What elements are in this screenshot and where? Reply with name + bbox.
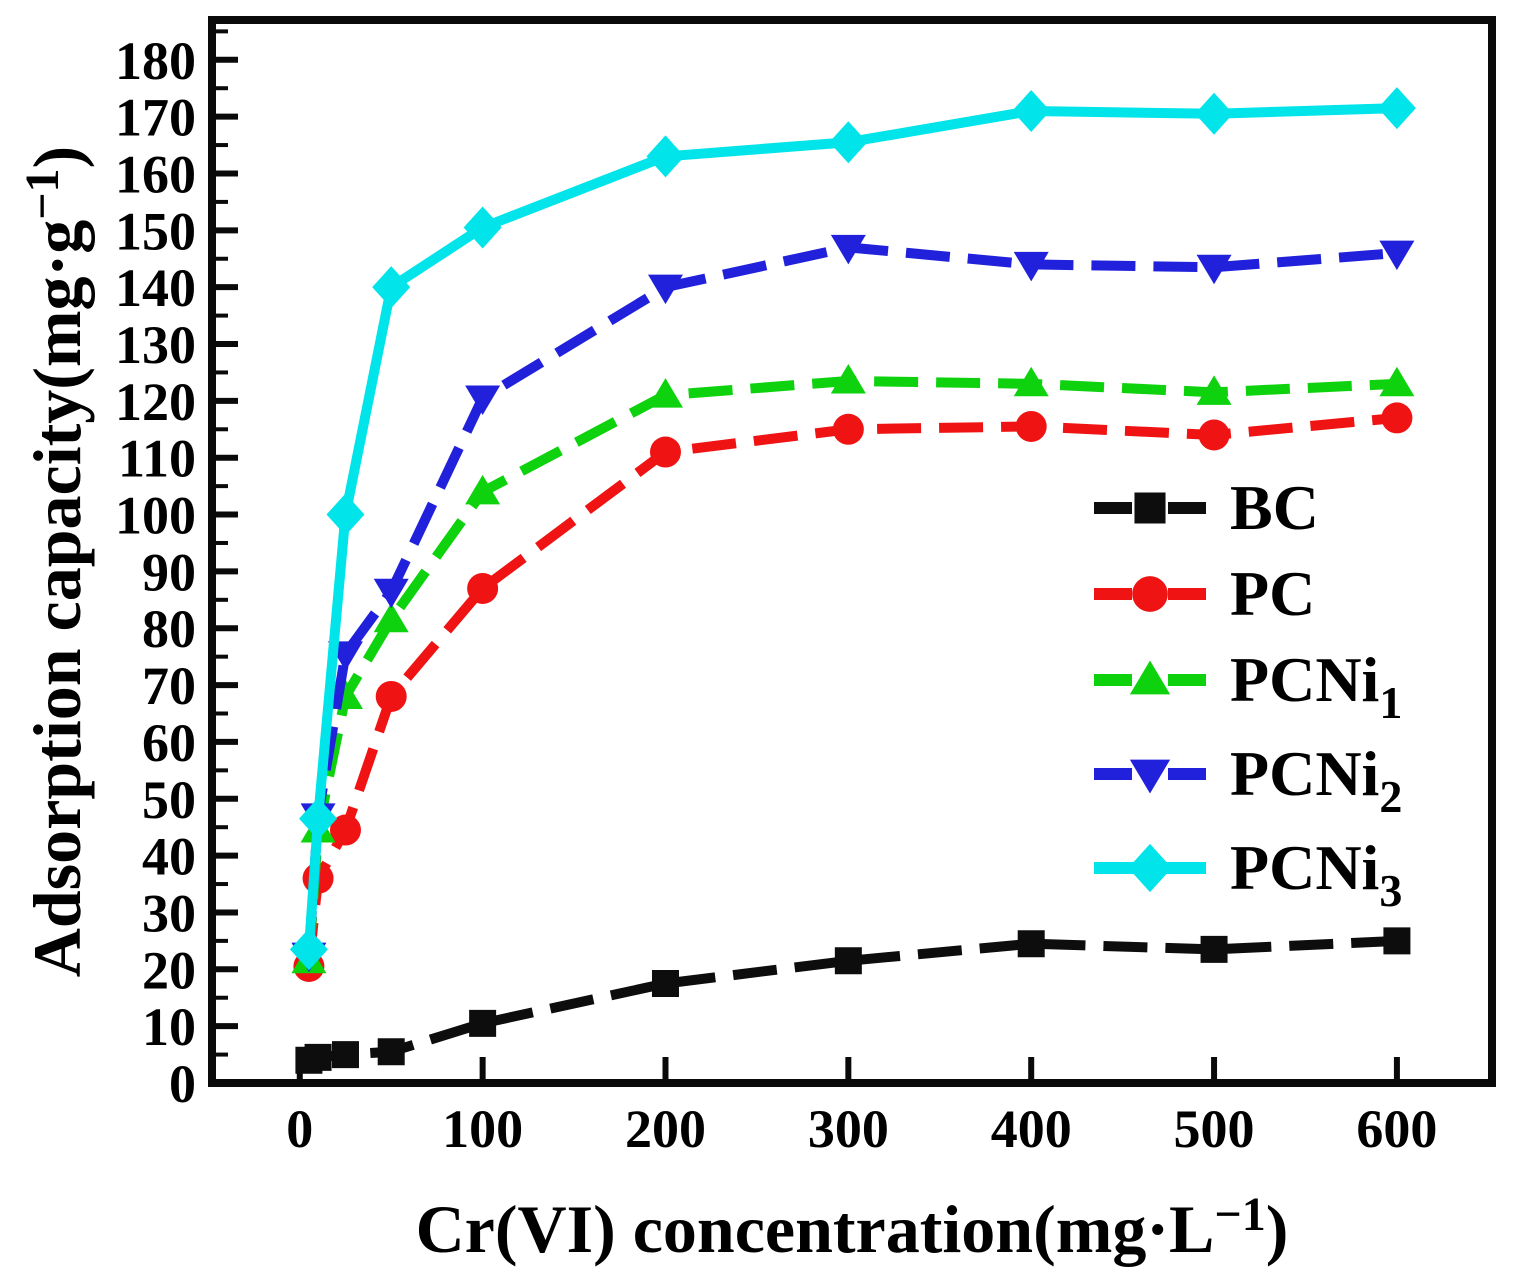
legend-entry-BC: BC xyxy=(1094,472,1319,543)
y-tick-label: 110 xyxy=(118,429,196,489)
legend-marker-square xyxy=(1134,492,1166,524)
legend-marker-triangle-up xyxy=(1129,660,1171,695)
data-point-marker-triangle-up xyxy=(1013,366,1049,397)
data-point-marker-diamond xyxy=(299,797,338,840)
data-point-marker-triangle-down xyxy=(373,578,409,609)
y-tick-label: 0 xyxy=(169,1054,196,1114)
data-point-marker-diamond xyxy=(372,266,411,309)
data-point-marker-square xyxy=(834,947,862,975)
data-point-marker-triangle-up xyxy=(465,474,501,505)
series-line xyxy=(303,242,1398,956)
y-tick-label: 140 xyxy=(115,258,196,318)
data-point-marker-diamond xyxy=(1012,89,1051,132)
x-tick-label: 500 xyxy=(1174,1099,1255,1159)
y-tick-label: 150 xyxy=(115,201,196,261)
data-point-marker-triangle-down xyxy=(830,234,866,265)
data-point-marker-square xyxy=(469,1009,497,1037)
y-tick-label: 160 xyxy=(115,144,196,204)
x-tick-label: 200 xyxy=(625,1099,706,1159)
data-point-marker-circle xyxy=(375,680,407,712)
data-point-marker-triangle-down xyxy=(1196,254,1232,285)
x-tick-label: 100 xyxy=(442,1099,523,1159)
data-point-marker-circle xyxy=(329,814,361,846)
data-point-marker-circle xyxy=(467,572,499,604)
legend-label: PC xyxy=(1230,558,1315,629)
y-axis-ticks xyxy=(216,29,238,1086)
y-tick-label: 100 xyxy=(115,486,196,546)
data-point-marker-diamond xyxy=(829,121,868,164)
y-tick-label: 180 xyxy=(115,31,196,91)
y-tick-label: 120 xyxy=(115,372,196,432)
data-point-marker-circle xyxy=(832,413,864,445)
series-line xyxy=(307,935,1398,1066)
y-tick-label: 170 xyxy=(115,88,196,148)
data-point-marker-triangle-down xyxy=(1013,251,1049,282)
y-tick-label: 20 xyxy=(142,940,196,1000)
y-tick-label: 70 xyxy=(142,656,196,716)
legend-marker-circle xyxy=(1132,576,1168,612)
legend-marker-diamond xyxy=(1128,843,1172,893)
data-point-marker-circle xyxy=(1381,402,1413,434)
legend-entry-PCNi₂: PCNi2 xyxy=(1094,738,1402,822)
data-point-marker-triangle-up xyxy=(1379,366,1415,397)
x-axis-tick-labels: 0 100 200 300 400 500 600 xyxy=(286,1099,1437,1159)
data-point-marker-square xyxy=(331,1041,359,1069)
legend-marker-triangle-down xyxy=(1129,759,1171,794)
legend-entry-PC: PC xyxy=(1094,558,1315,629)
data-point-marker-square xyxy=(1200,935,1228,963)
legend-label: PCNi2 xyxy=(1230,738,1402,822)
plot-frame xyxy=(208,16,1496,1087)
y-tick-label: 50 xyxy=(142,770,196,830)
series-line xyxy=(303,103,1398,950)
legend-label: BC xyxy=(1230,472,1319,543)
data-point-marker-diamond xyxy=(326,493,365,536)
x-tick-label: 400 xyxy=(991,1099,1072,1159)
data-point-marker-triangle-down xyxy=(647,274,683,305)
data-point-marker-square xyxy=(377,1038,405,1066)
y-tick-label: 130 xyxy=(115,315,196,375)
series-BC xyxy=(295,927,1411,1074)
legend-label: PCNi1 xyxy=(1230,644,1402,728)
y-tick-label: 60 xyxy=(142,713,196,773)
data-point-marker-triangle-up xyxy=(373,602,409,633)
data-point-marker-circle xyxy=(649,436,681,468)
data-point-marker-triangle-up xyxy=(647,378,683,408)
x-tick-label: 600 xyxy=(1356,1099,1437,1159)
y-tick-label: 30 xyxy=(142,883,196,943)
y-tick-label: 40 xyxy=(142,827,196,887)
data-point-marker-diamond xyxy=(289,928,328,971)
data-point-marker-triangle-up xyxy=(1196,375,1232,405)
data-point-marker-square xyxy=(1017,930,1045,958)
y-axis-title: Adsorption capacity(mg·g−1) xyxy=(16,146,95,977)
x-tick-label: 300 xyxy=(808,1099,889,1159)
series-PCNi₃ xyxy=(289,87,1416,971)
data-point-marker-diamond xyxy=(1377,87,1416,130)
data-point-marker-diamond xyxy=(1195,92,1234,135)
legend: BC PC PCNi1 PCNi2 PCNi3 xyxy=(1094,472,1402,916)
x-axis-ticks xyxy=(296,1057,1400,1079)
legend-entry-PCNi₁: PCNi1 xyxy=(1094,644,1402,728)
data-point-marker-circle xyxy=(1198,419,1230,451)
data-point-marker-diamond xyxy=(463,206,502,249)
legend-label: PCNi3 xyxy=(1230,832,1402,916)
legend-entry-PCNi₃: PCNi3 xyxy=(1094,832,1402,916)
y-tick-label: 10 xyxy=(142,997,196,1057)
data-point-marker-triangle-up xyxy=(830,363,866,394)
x-axis-title: Cr(VI) concentration(mg·L−1) xyxy=(416,1188,1289,1267)
x-tick-label: 0 xyxy=(286,1099,313,1159)
data-point-marker-triangle-down xyxy=(1379,240,1415,271)
data-point-marker-square xyxy=(1383,927,1411,955)
y-axis-tick-labels: 0102030405060708090100110120130140150160… xyxy=(115,31,196,1114)
y-tick-label: 90 xyxy=(142,542,196,602)
data-point-marker-square xyxy=(651,970,679,998)
data-point-marker-square xyxy=(304,1043,332,1071)
data-point-marker-circle xyxy=(1015,410,1047,442)
data-point-marker-diamond xyxy=(646,135,685,178)
data-point-marker-triangle-down xyxy=(465,385,501,416)
y-tick-label: 80 xyxy=(142,599,196,659)
